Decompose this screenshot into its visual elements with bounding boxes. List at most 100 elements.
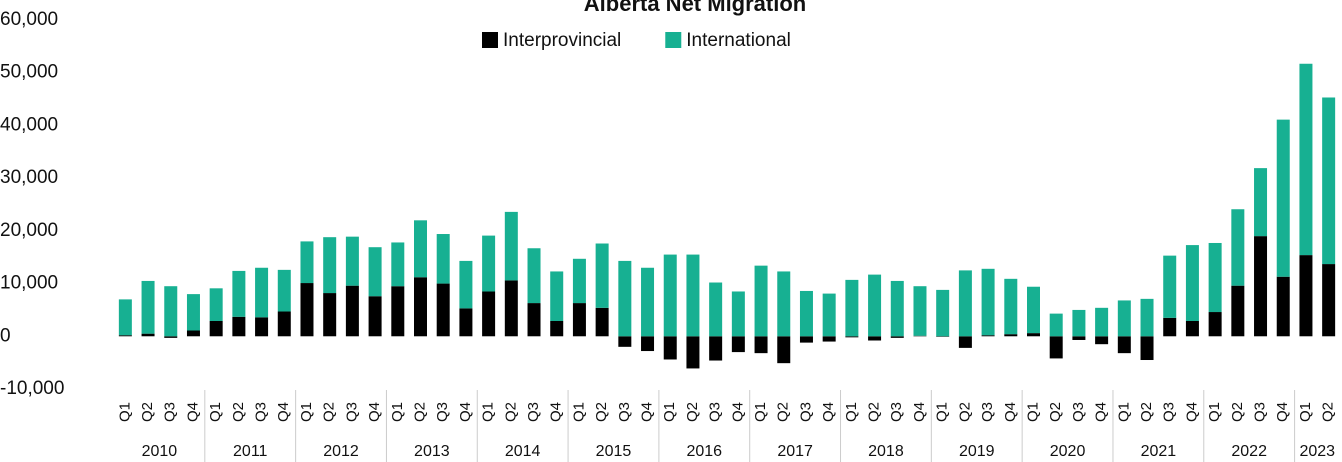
bar — [686, 336, 700, 369]
bar — [845, 336, 859, 338]
bar — [1299, 255, 1313, 337]
x-tick-label: Q4 — [275, 402, 292, 422]
bar — [414, 220, 427, 278]
bar — [345, 236, 359, 286]
x-tick-label: Q1 — [661, 402, 678, 422]
x-tick-label: Q2 — [866, 402, 883, 422]
bar — [1049, 313, 1063, 337]
year-label: 2023 — [1299, 443, 1335, 460]
bar — [958, 270, 972, 337]
x-tick-label: Q1 — [1115, 402, 1132, 422]
x-tick-label: Q4 — [548, 402, 565, 422]
bar — [482, 235, 496, 292]
bar — [1185, 320, 1199, 337]
year-label: 2018 — [868, 443, 904, 460]
bar — [1322, 264, 1336, 337]
x-tick-label: Q1 — [570, 402, 587, 422]
bar — [913, 286, 927, 336]
bar — [209, 320, 223, 337]
x-tick-label: Q4 — [1093, 402, 1110, 422]
x-tick-label: Q4 — [1183, 402, 1200, 422]
y-tick-label: 0 — [0, 325, 11, 346]
bar — [845, 279, 859, 337]
bar — [550, 271, 564, 321]
bar — [164, 336, 178, 338]
bar — [890, 336, 904, 338]
bar — [1276, 276, 1290, 337]
y-tick-label: -10,000 — [0, 378, 64, 399]
bar — [641, 336, 655, 352]
x-tick-label: Q2 — [139, 402, 156, 422]
x-tick-label: Q1 — [389, 402, 406, 422]
legend-label: Interprovincial — [503, 30, 621, 51]
legend-swatch — [665, 32, 682, 48]
x-tick-label: Q1 — [752, 402, 769, 422]
year-label: 2017 — [777, 443, 813, 460]
x-tick-label: Q2 — [775, 402, 792, 422]
bar — [459, 260, 473, 309]
bar — [686, 254, 700, 337]
x-tick-label: Q1 — [1024, 402, 1041, 422]
year-label: 2013 — [414, 443, 450, 460]
bar — [391, 286, 405, 337]
y-tick-label: 20,000 — [0, 220, 58, 241]
bar — [118, 299, 132, 336]
x-tick-label: Q3 — [1070, 402, 1087, 422]
bar — [232, 316, 246, 337]
bar — [1072, 336, 1086, 340]
y-tick-label: 60,000 — [0, 9, 58, 30]
bar — [913, 335, 927, 337]
bar — [868, 336, 882, 341]
bar — [754, 265, 768, 337]
x-tick-label: Q4 — [366, 402, 383, 422]
bar — [1299, 63, 1313, 256]
x-tick-label: Q1 — [1206, 402, 1223, 422]
bar — [1117, 300, 1131, 337]
x-tick-label: Q1 — [207, 402, 224, 422]
x-tick-label: Q3 — [707, 402, 724, 422]
bar — [1140, 298, 1154, 337]
x-tick-label: Q4 — [1274, 402, 1291, 422]
x-tick-label: Q2 — [321, 402, 338, 422]
x-tick-label: Q3 — [1161, 402, 1178, 422]
x-tick-label: Q4 — [184, 402, 201, 422]
x-tick-label: Q3 — [888, 402, 905, 422]
x-tick-label: Q2 — [1138, 402, 1155, 422]
x-tick-label: Q2 — [411, 402, 428, 422]
bar — [186, 294, 200, 331]
bar — [1163, 317, 1177, 337]
bar — [1231, 285, 1245, 337]
year-label: 2021 — [1141, 443, 1177, 460]
x-tick-label: Q3 — [616, 402, 633, 422]
bar — [1095, 307, 1109, 337]
bar — [936, 336, 950, 337]
bar — [709, 282, 723, 337]
bar — [731, 336, 745, 353]
bar — [1231, 209, 1245, 286]
x-tick-label: Q2 — [502, 402, 519, 422]
bar — [504, 211, 518, 281]
bar — [663, 336, 677, 360]
bar — [1254, 168, 1268, 237]
bar — [1004, 334, 1018, 337]
y-tick-label: 10,000 — [0, 273, 58, 294]
bar — [663, 254, 677, 337]
year-label: 2011 — [233, 443, 268, 460]
bar — [527, 303, 541, 337]
bar — [186, 330, 200, 337]
bar — [300, 241, 314, 284]
bar — [323, 237, 337, 294]
x-tick-label: Q4 — [820, 402, 837, 422]
bar — [1027, 286, 1040, 334]
bar — [822, 293, 836, 337]
x-tick-label: Q3 — [525, 402, 542, 422]
bar — [618, 336, 632, 347]
x-tick-label: Q1 — [298, 402, 315, 422]
bar — [436, 234, 450, 284]
bar — [391, 242, 405, 287]
bar — [1027, 333, 1040, 337]
bar — [459, 308, 473, 337]
bar — [572, 258, 586, 304]
bar — [595, 243, 609, 308]
